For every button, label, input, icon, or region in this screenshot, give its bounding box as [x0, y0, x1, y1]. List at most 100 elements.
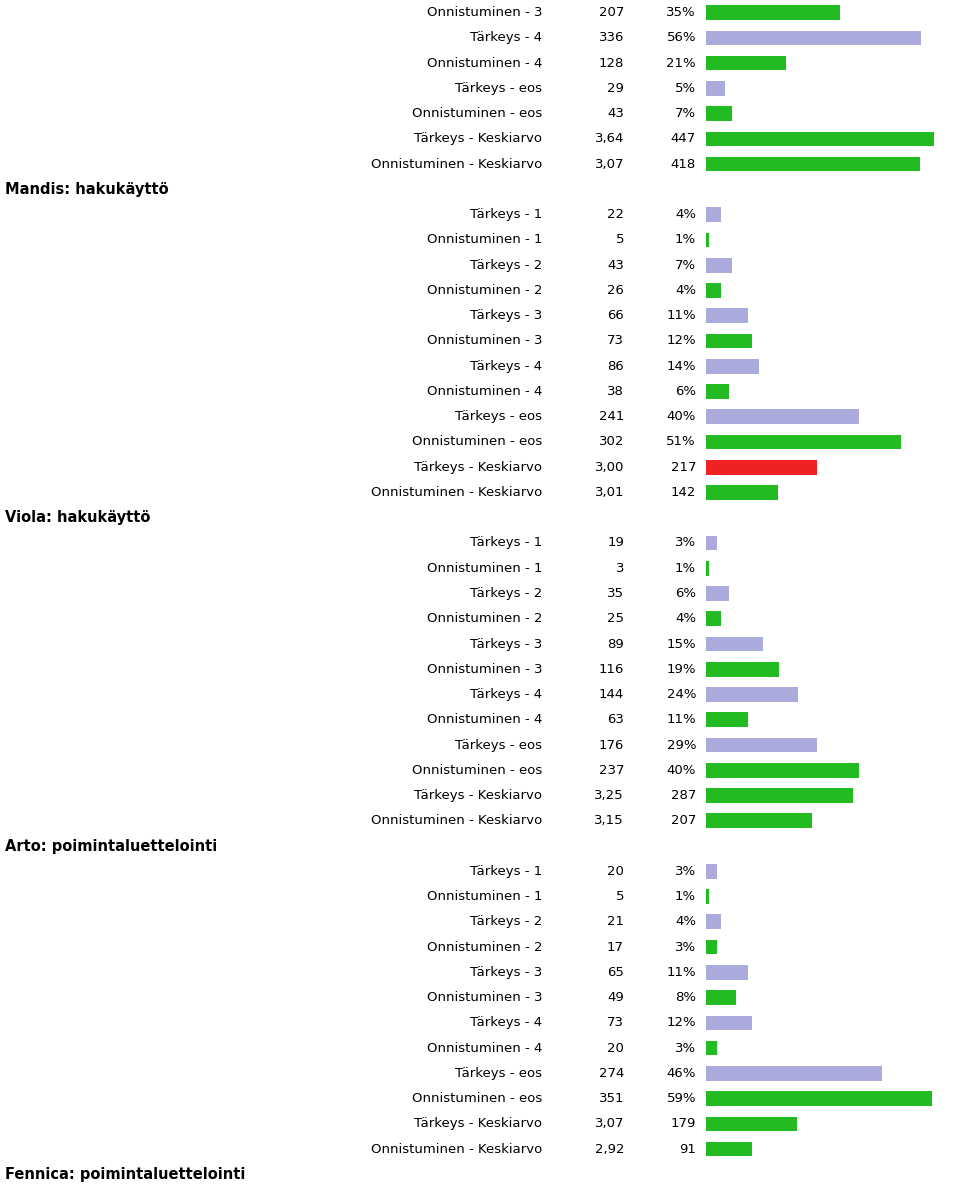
Text: 217: 217: [670, 461, 696, 474]
Text: 43: 43: [607, 259, 624, 272]
Bar: [706, 1066, 882, 1080]
Text: Fennica: poimintaluettelointi: Fennica: poimintaluettelointi: [5, 1167, 245, 1182]
Text: 5: 5: [615, 234, 624, 247]
Text: Tärkeys - eos: Tärkeys - eos: [455, 411, 542, 424]
Text: 59%: 59%: [666, 1092, 696, 1105]
Text: 176: 176: [599, 738, 624, 751]
Text: 19%: 19%: [666, 662, 696, 675]
Text: Tärkeys - eos: Tärkeys - eos: [455, 1067, 542, 1080]
Text: 179: 179: [671, 1117, 696, 1130]
Text: Onnistuminen - Keskiarvo: Onnistuminen - Keskiarvo: [372, 485, 542, 499]
Bar: [706, 434, 901, 450]
Text: 3,07: 3,07: [594, 158, 624, 171]
Text: 1%: 1%: [675, 561, 696, 575]
Text: 49: 49: [608, 991, 624, 1004]
Bar: [706, 233, 709, 247]
Text: Tärkeys - eos: Tärkeys - eos: [455, 738, 542, 751]
Bar: [706, 535, 717, 551]
Text: 4%: 4%: [675, 915, 696, 928]
Text: 12%: 12%: [666, 335, 696, 348]
Text: Onnistuminen - 4: Onnistuminen - 4: [427, 713, 542, 726]
Text: 38: 38: [607, 385, 624, 398]
Bar: [706, 914, 721, 929]
Text: 73: 73: [607, 1016, 624, 1029]
Bar: [706, 81, 725, 96]
Bar: [706, 208, 721, 222]
Bar: [706, 284, 721, 298]
Text: 4%: 4%: [675, 612, 696, 626]
Text: 241: 241: [599, 411, 624, 424]
Bar: [706, 813, 811, 829]
Text: 12%: 12%: [666, 1016, 696, 1029]
Bar: [706, 485, 779, 500]
Text: 447: 447: [671, 133, 696, 145]
Text: Onnistuminen - 3: Onnistuminen - 3: [427, 991, 542, 1004]
Text: Tärkeys - 1: Tärkeys - 1: [470, 537, 542, 550]
Bar: [706, 687, 798, 702]
Text: 17: 17: [607, 940, 624, 953]
Text: 4%: 4%: [675, 284, 696, 297]
Bar: [706, 31, 921, 45]
Text: 3,15: 3,15: [594, 814, 624, 827]
Text: 2,92: 2,92: [594, 1143, 624, 1156]
Text: 3: 3: [615, 561, 624, 575]
Bar: [706, 561, 709, 576]
Text: 51%: 51%: [666, 436, 696, 449]
Text: Onnistuminen - eos: Onnistuminen - eos: [412, 1092, 542, 1105]
Bar: [706, 334, 752, 348]
Text: 15%: 15%: [666, 637, 696, 650]
Text: 6%: 6%: [675, 385, 696, 398]
Text: Onnistuminen - 3: Onnistuminen - 3: [427, 335, 542, 348]
Text: Viola: hakukäyttö: Viola: hakukäyttö: [5, 510, 150, 525]
Text: Onnistuminen - 4: Onnistuminen - 4: [427, 1042, 542, 1054]
Text: 11%: 11%: [666, 966, 696, 979]
Bar: [706, 965, 748, 979]
Text: 40%: 40%: [666, 763, 696, 776]
Text: 20: 20: [607, 1042, 624, 1054]
Text: 418: 418: [671, 158, 696, 171]
Text: Onnistuminen - 2: Onnistuminen - 2: [427, 940, 542, 953]
Text: 287: 287: [671, 789, 696, 802]
Text: Onnistuminen - 3: Onnistuminen - 3: [427, 662, 542, 675]
Text: 65: 65: [607, 966, 624, 979]
Text: 3,00: 3,00: [594, 461, 624, 474]
Bar: [706, 864, 717, 878]
Text: 207: 207: [599, 6, 624, 19]
Text: Onnistuminen - 1: Onnistuminen - 1: [427, 561, 542, 575]
Text: Tärkeys - Keskiarvo: Tärkeys - Keskiarvo: [415, 461, 542, 474]
Text: 3%: 3%: [675, 537, 696, 550]
Text: 237: 237: [598, 763, 624, 776]
Bar: [706, 1117, 797, 1131]
Text: 25: 25: [607, 612, 624, 626]
Text: 11%: 11%: [666, 309, 696, 322]
Text: Tärkeys - 4: Tärkeys - 4: [470, 360, 542, 373]
Bar: [706, 611, 721, 626]
Text: 128: 128: [599, 57, 624, 70]
Text: Tärkeys - eos: Tärkeys - eos: [455, 82, 542, 95]
Text: 3%: 3%: [675, 1042, 696, 1054]
Bar: [706, 586, 729, 601]
Text: 26: 26: [607, 284, 624, 297]
Bar: [706, 132, 934, 146]
Bar: [706, 459, 817, 475]
Text: 20: 20: [607, 865, 624, 878]
Bar: [706, 309, 748, 323]
Text: 142: 142: [671, 485, 696, 499]
Text: 3,64: 3,64: [594, 133, 624, 145]
Bar: [706, 107, 732, 121]
Text: Tärkeys - 3: Tärkeys - 3: [470, 637, 542, 650]
Text: 56%: 56%: [666, 31, 696, 44]
Bar: [706, 385, 729, 399]
Text: 7%: 7%: [675, 107, 696, 120]
Text: 7%: 7%: [675, 259, 696, 272]
Text: 21: 21: [607, 915, 624, 928]
Text: 86: 86: [608, 360, 624, 373]
Text: Tärkeys - 4: Tärkeys - 4: [470, 688, 542, 702]
Text: Tärkeys - 3: Tärkeys - 3: [470, 966, 542, 979]
Bar: [706, 1142, 753, 1156]
Text: 3%: 3%: [675, 865, 696, 878]
Bar: [706, 737, 817, 753]
Text: 207: 207: [671, 814, 696, 827]
Text: 40%: 40%: [666, 411, 696, 424]
Text: Onnistuminen - Keskiarvo: Onnistuminen - Keskiarvo: [372, 1143, 542, 1156]
